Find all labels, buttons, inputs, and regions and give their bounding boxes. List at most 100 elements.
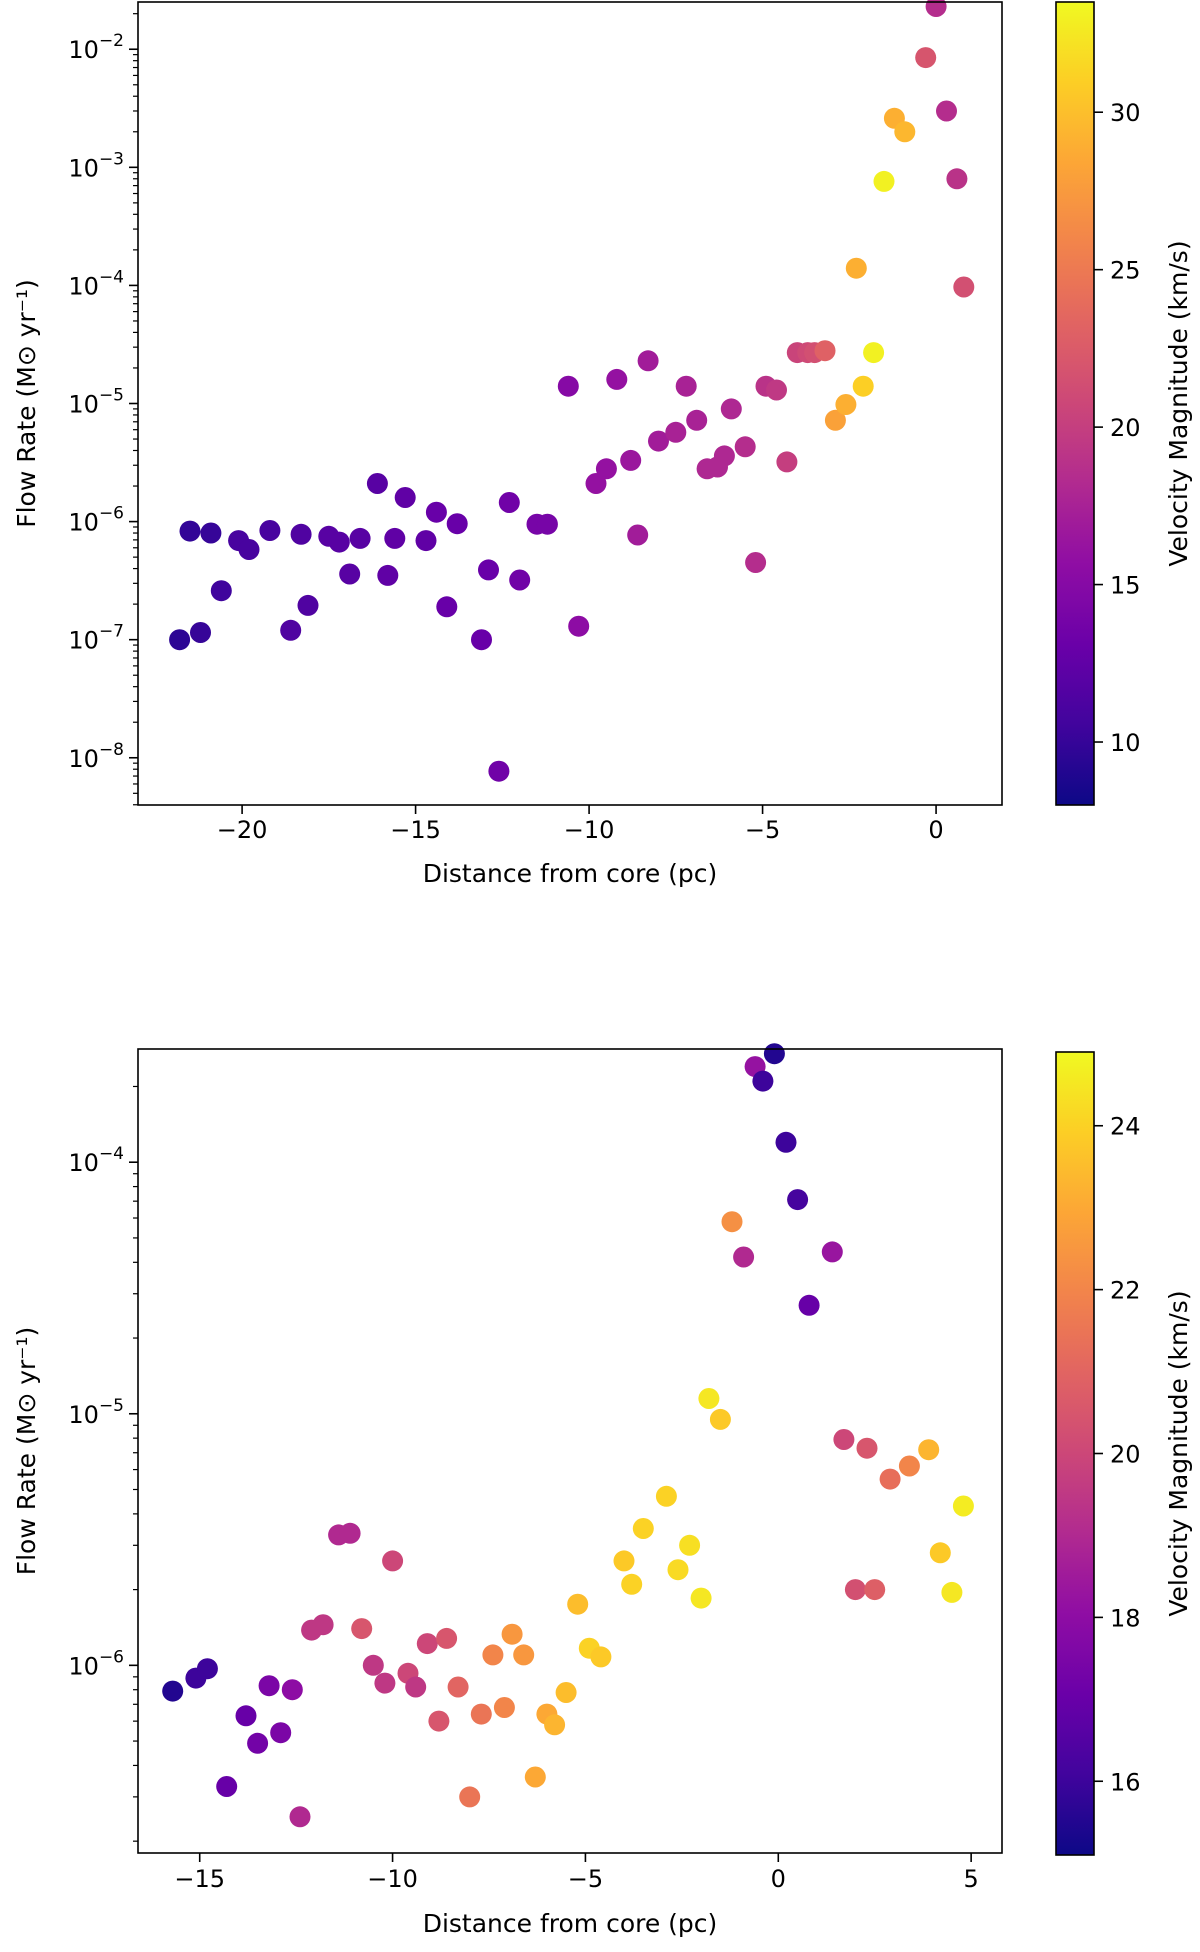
- data-point: [436, 596, 458, 618]
- data-point: [620, 449, 642, 471]
- data-point: [312, 1614, 334, 1636]
- data-point: [814, 340, 836, 362]
- colorbar-tick-label: 20: [1110, 1441, 1141, 1469]
- data-point: [169, 629, 191, 651]
- data-point: [787, 1189, 809, 1211]
- y-tick-label: 10−5: [68, 1396, 124, 1429]
- data-point: [766, 379, 787, 401]
- data-point: [488, 760, 510, 782]
- data-point: [953, 276, 975, 298]
- data-point: [824, 409, 846, 431]
- x-axis-label: Distance from core (pc): [423, 859, 718, 888]
- data-point: [382, 1550, 404, 1572]
- data-point: [873, 170, 895, 192]
- data-point: [196, 1658, 218, 1680]
- data-point: [952, 1495, 974, 1517]
- data-point: [721, 1211, 743, 1233]
- axes-frame: [137, 1, 1003, 806]
- data-point: [690, 1587, 712, 1609]
- y-tick-label: 10−6: [68, 504, 124, 537]
- data-point: [200, 522, 222, 544]
- data-point: [568, 615, 590, 637]
- data-point: [555, 1682, 577, 1703]
- data-point: [894, 121, 916, 143]
- data-point: [709, 1408, 731, 1430]
- data-point: [513, 1644, 535, 1666]
- colorbar: [1056, 2, 1094, 805]
- data-point: [879, 1468, 901, 1490]
- x-axis-label: Distance from core (pc): [423, 1909, 718, 1938]
- data-point: [864, 1579, 886, 1601]
- data-point: [863, 342, 885, 364]
- data-point: [898, 1455, 920, 1477]
- data-point: [394, 487, 416, 508]
- data-point: [482, 1644, 504, 1666]
- data-point: [162, 1680, 184, 1702]
- x-tick-label: 5: [964, 1865, 979, 1893]
- data-point: [362, 1654, 384, 1676]
- data-point: [936, 100, 957, 122]
- data-point: [247, 1732, 269, 1754]
- data-point: [281, 1679, 303, 1701]
- data-point: [459, 1786, 481, 1808]
- data-point: [493, 1697, 515, 1718]
- data-point: [339, 1522, 361, 1544]
- data-point: [349, 527, 371, 549]
- data-point: [856, 1437, 878, 1459]
- data-point: [258, 1675, 280, 1697]
- y-tick-label: 10−5: [68, 386, 124, 419]
- colorbar: [1056, 1052, 1094, 1855]
- data-point: [259, 520, 281, 541]
- data-point: [235, 1705, 257, 1727]
- colorbar-tick-label: 20: [1110, 414, 1141, 442]
- data-point: [698, 1388, 720, 1409]
- colorbar-label: Velocity Magnitude (km/s): [1164, 1290, 1193, 1616]
- colorbar-tick-label: 24: [1110, 1113, 1141, 1141]
- colorbar-tick-label: 18: [1110, 1604, 1141, 1632]
- x-tick-label: −10: [367, 1865, 418, 1893]
- data-point: [478, 559, 499, 581]
- data-point: [775, 1131, 797, 1153]
- data-point: [929, 1542, 951, 1564]
- data-point: [835, 394, 857, 415]
- data-point: [289, 1806, 311, 1828]
- data-point: [415, 530, 437, 552]
- x-tick-label: −15: [390, 816, 441, 844]
- data-point: [595, 458, 617, 480]
- data-point: [524, 1766, 546, 1788]
- data-point: [632, 1518, 654, 1539]
- data-point: [447, 1676, 469, 1698]
- data-point: [733, 1246, 755, 1268]
- data-point: [679, 1534, 701, 1556]
- data-point: [915, 47, 937, 69]
- y-tick-label: 10−4: [68, 267, 124, 300]
- data-point: [648, 430, 669, 452]
- data-point: [297, 594, 319, 616]
- y-axis-label: Flow Rate (M⊙ yr⁻¹): [12, 279, 41, 528]
- data-point: [613, 1550, 635, 1572]
- data-point: [557, 375, 579, 397]
- data-point: [763, 1043, 785, 1065]
- x-tick-label: 0: [771, 1865, 786, 1893]
- data-point: [821, 1241, 843, 1263]
- data-point: [384, 527, 406, 549]
- data-point: [833, 1429, 855, 1450]
- axes-frame: [137, 1048, 1003, 1854]
- data-point: [501, 1623, 523, 1645]
- colorbar-tick-label: 30: [1110, 99, 1141, 127]
- y-tick-label: 10−6: [68, 1647, 124, 1680]
- data-point: [946, 168, 968, 190]
- data-point: [627, 524, 649, 546]
- colorbar-tick-label: 15: [1110, 572, 1141, 600]
- colorbar-tick-label: 16: [1110, 1768, 1141, 1796]
- colorbar-frame: [1055, 1, 1095, 806]
- data-point: [498, 492, 520, 513]
- data-point: [470, 1703, 492, 1725]
- data-point: [852, 375, 874, 397]
- data-point: [752, 1070, 774, 1092]
- data-point: [844, 1579, 866, 1601]
- y-tick-label: 10−8: [68, 740, 124, 773]
- data-point: [351, 1618, 373, 1640]
- data-point: [446, 513, 468, 535]
